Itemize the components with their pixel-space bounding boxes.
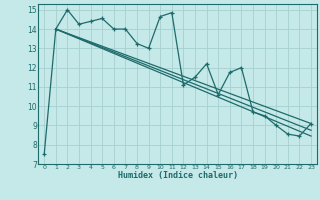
- X-axis label: Humidex (Indice chaleur): Humidex (Indice chaleur): [118, 171, 238, 180]
